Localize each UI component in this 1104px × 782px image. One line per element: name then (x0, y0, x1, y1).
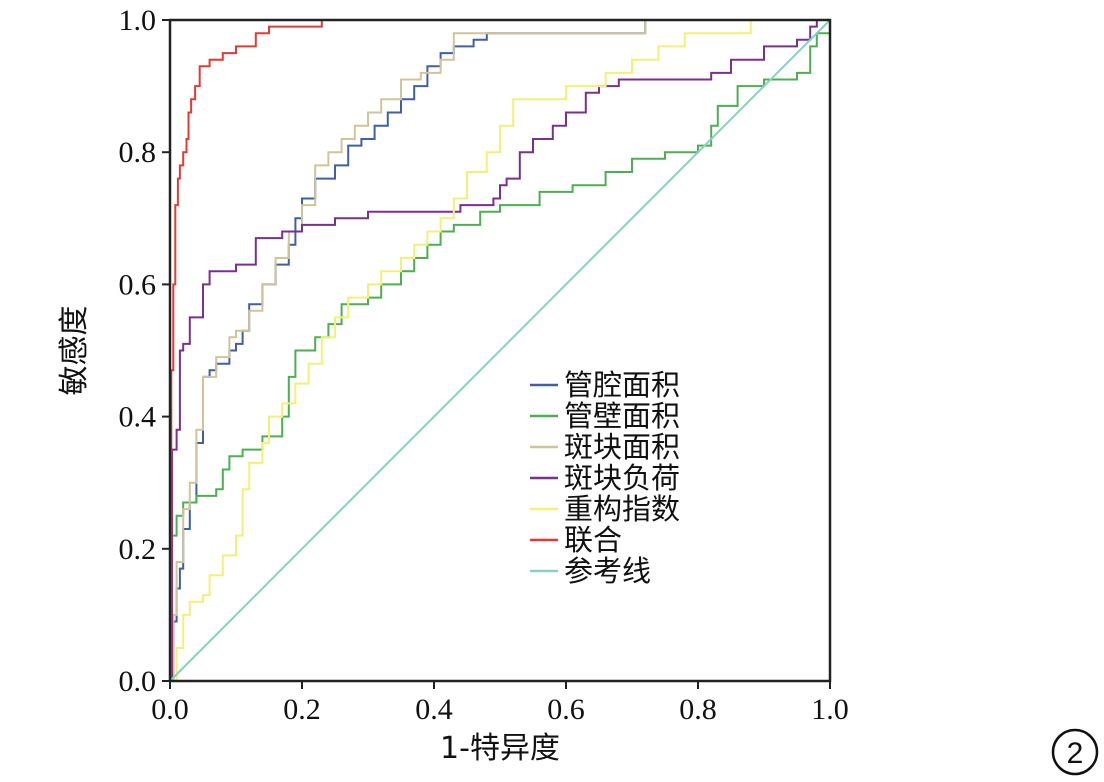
x-tick-label: 1.0 (811, 693, 849, 726)
legend-label: 管壁面积 (564, 399, 680, 433)
panel-number: 2 (1067, 737, 1084, 770)
panel-number-badge: 2 (1051, 728, 1099, 776)
legend-label: 参考线 (564, 554, 651, 588)
x-tick-label: 0.2 (283, 693, 321, 726)
x-tick-label: 0.0 (151, 693, 189, 726)
legend-label: 联合 (564, 523, 622, 557)
series-line-3 (170, 19, 830, 682)
y-tick-label: 0.0 (119, 665, 157, 698)
y-axis-title: 敏感度 (57, 306, 92, 396)
legend-label: 重构指数 (564, 492, 680, 526)
y-tick-label: 0.4 (119, 401, 157, 434)
series-line-4 (170, 19, 830, 682)
legend-label: 斑块负荷 (564, 461, 680, 495)
y-axis-ticks: 0.0 0.2 0.4 0.6 0.8 1.0 (119, 4, 170, 698)
y-tick-label: 0.8 (119, 136, 157, 169)
x-tick-label: 0.8 (679, 693, 717, 726)
x-axis-title: 1-特异度 (440, 731, 560, 766)
series-line-5 (170, 19, 830, 682)
y-tick-label: 0.2 (119, 533, 157, 566)
x-tick-label: 0.4 (415, 693, 453, 726)
legend-label: 管腔面积 (564, 368, 680, 402)
series-layer (169, 19, 831, 682)
y-tick-label: 0.6 (119, 268, 157, 301)
plot-frame (168, 18, 832, 683)
series-line-6 (169, 19, 831, 682)
panel-number-circle (1051, 728, 1099, 776)
x-tick-label: 0.6 (547, 693, 585, 726)
y-tick-label: 1.0 (119, 4, 157, 37)
legend-label: 斑块面积 (564, 430, 680, 464)
x-axis-ticks: 0.0 0.2 0.4 0.6 0.8 1.0 (151, 681, 849, 726)
